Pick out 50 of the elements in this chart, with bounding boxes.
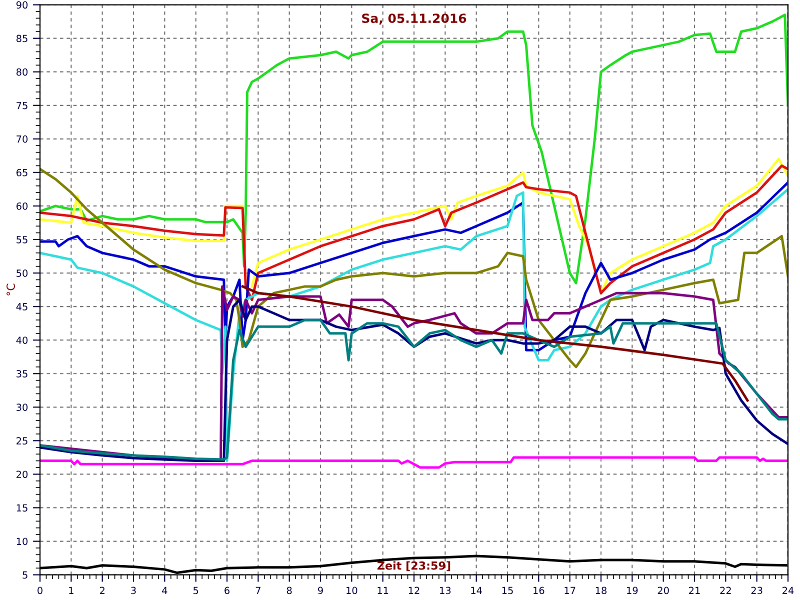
- x-tick-label: 19: [627, 586, 638, 594]
- y-tick-label: 45: [16, 303, 28, 310]
- y-tick-label: 90: [16, 1, 28, 9]
- y-tick-label: 40: [16, 336, 28, 344]
- y-axis-title: °C: [6, 284, 15, 296]
- x-tick-label: 4: [162, 586, 168, 594]
- y-tick-label: 35: [16, 370, 28, 378]
- y-tick-label: 25: [16, 437, 28, 445]
- x-tick-label: 20: [658, 586, 669, 594]
- x-tick-label: 5: [193, 586, 198, 594]
- x-tick-label: 21: [689, 586, 700, 594]
- y-tick-label: 50: [16, 270, 28, 277]
- line-series: [40, 168, 788, 368]
- y-tick-label: 85: [16, 34, 28, 42]
- y-tick-label: 70: [16, 135, 28, 143]
- x-tick-label: 10: [346, 586, 358, 594]
- line-series: [40, 14, 788, 284]
- y-tick-label: 30: [16, 404, 28, 411]
- y-tick-label: 65: [16, 168, 28, 176]
- x-tick-label: 8: [286, 586, 292, 594]
- line-series: [241, 285, 749, 402]
- x-tick-label: 2: [100, 586, 104, 594]
- y-tick-label: 10: [16, 538, 28, 546]
- y-tick-label: 75: [16, 102, 28, 110]
- y-tick-label: 20: [16, 470, 28, 478]
- x-tick-label: 17: [564, 586, 576, 594]
- x-tick-label: 23: [751, 586, 762, 594]
- y-tick-label: 80: [16, 68, 28, 76]
- x-axis-title: Zeit [23:59]: [377, 561, 450, 572]
- text: Sa, 05.11.2016: [362, 14, 466, 25]
- x-tick-label: 1: [69, 586, 74, 594]
- x-tick-label: 0: [38, 586, 42, 594]
- x-tick-label: 22: [720, 586, 731, 594]
- line-series: [40, 456, 788, 469]
- y-tick-label: 55: [16, 236, 28, 244]
- x-tick-label: 18: [596, 586, 607, 594]
- x-tick-label: 7: [256, 586, 260, 594]
- y-tick-label: 15: [16, 504, 28, 512]
- x-tick-label: 16: [534, 586, 544, 594]
- x-tick-label: 24: [782, 586, 794, 594]
- x-tick-label: 15: [502, 586, 513, 594]
- x-tick-label: 14: [471, 586, 482, 594]
- x-tick-label: 11: [378, 586, 388, 594]
- x-tick-label: 13: [440, 586, 451, 594]
- y-tick-label: 60: [16, 202, 28, 210]
- x-tick-label: 12: [408, 586, 420, 594]
- y-tick-label: 5: [22, 571, 28, 579]
- x-tick-label: 6: [224, 586, 230, 594]
- x-tick-label: 3: [131, 586, 136, 594]
- x-tick-label: 9: [318, 586, 323, 594]
